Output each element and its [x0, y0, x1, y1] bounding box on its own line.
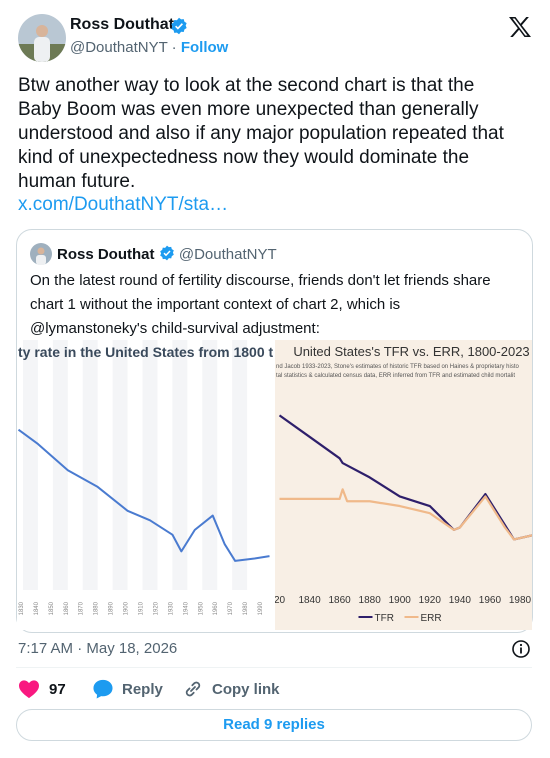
- x-tick-label: 1880: [359, 595, 382, 606]
- quote-text-line: @lymanstoneky's child-survival adjustmen…: [30, 320, 320, 337]
- grid-band: [202, 340, 218, 590]
- link-icon[interactable]: [183, 679, 203, 699]
- verified-badge: [159, 245, 174, 261]
- x-tick-label: 1840: [298, 595, 321, 606]
- reply-icon[interactable]: [92, 679, 114, 699]
- x-tick-label: 1990: [258, 601, 264, 615]
- tweet-text-line: human future.: [18, 171, 136, 192]
- x-tick-label: 1860: [64, 601, 70, 615]
- chart-subtitle: nd Jacob 1933-2023, Stone's estimates of…: [276, 364, 519, 370]
- legend-label: TFR: [375, 613, 394, 624]
- chart-image-1: ty rate in the United States from 1800 t…: [17, 340, 274, 630]
- tweet-text-line: Btw another way to look at the second ch…: [18, 75, 475, 96]
- divider: [16, 667, 532, 668]
- grid-band: [172, 340, 188, 590]
- quote-avatar: [30, 243, 52, 265]
- series-line: [17, 428, 270, 562]
- chart-image-2: United States's TFR vs. ERR, 1800-2023 nd…: [274, 340, 532, 630]
- grid-band: [52, 340, 68, 590]
- avatar[interactable]: [18, 14, 66, 62]
- quote-author-name: Ross Douthat: [57, 246, 155, 263]
- x-tick-label: 1850: [49, 601, 55, 615]
- like-count[interactable]: 97: [49, 681, 66, 698]
- timestamp[interactable]: 7:17 AM · May 18, 2026: [18, 640, 178, 657]
- quote-text-line: chart 1 without the important context of…: [30, 296, 401, 313]
- tweet-text-line: Baby Boom was even more unexpected than …: [18, 99, 479, 120]
- legend-label: ERR: [421, 613, 442, 624]
- x-tick-label: 1940: [183, 601, 189, 615]
- x-tick-label: 1830: [19, 601, 25, 615]
- x-tick-label: 1970: [228, 601, 234, 615]
- x-tick-label: 1980: [509, 595, 532, 606]
- x-tick-label: 1980: [243, 601, 249, 615]
- x-tick-label: 1890: [109, 601, 115, 615]
- author-handle[interactable]: @DouthatNYT: [70, 39, 168, 56]
- quote-text-line: On the latest round of fertility discour…: [30, 272, 491, 289]
- read-replies-button[interactable]: Read 9 replies: [16, 709, 532, 741]
- tweet-link[interactable]: x.com/DouthatNYT/sta…: [18, 194, 229, 215]
- tweet-text: Btw another way to look at the second ch…: [18, 74, 504, 194]
- series-line: [279, 488, 532, 541]
- quote-author-handle: @DouthatNYT: [178, 246, 277, 263]
- x-tick-label: 1910: [139, 601, 145, 615]
- grid-band: [82, 340, 98, 590]
- x-tick-label: 1960: [213, 601, 219, 615]
- x-tick-label: 1900: [124, 601, 130, 615]
- x-tick-label: 1920: [153, 601, 159, 615]
- series-line: [278, 414, 532, 541]
- author-name[interactable]: Ross Douthat: [70, 16, 174, 33]
- x-tick-label: 1860: [329, 595, 352, 606]
- chart-title: United States's TFR vs. ERR, 1800-2023: [293, 344, 529, 359]
- x-tick-label: 1950: [198, 601, 204, 615]
- quote-tweet[interactable]: Ross Douthat @DouthatNYT On the latest r…: [16, 229, 533, 633]
- verified-badge: [171, 17, 187, 35]
- chart-title: ty rate in the United States from 1800 t: [18, 344, 274, 360]
- copy-link-button[interactable]: Copy link: [212, 681, 280, 698]
- grid-band: [112, 340, 128, 590]
- reply-button[interactable]: Reply: [122, 681, 163, 698]
- grid-band: [232, 340, 248, 590]
- x-tick-label: 1900: [389, 595, 412, 606]
- quote-author-line: Ross Douthat @DouthatNYT: [57, 245, 277, 263]
- separator: ·: [171, 39, 177, 56]
- chart-subtitle: tal statistics & calculated census data,…: [276, 373, 515, 379]
- quote-media: ty rate in the United States from 1800 t…: [17, 340, 532, 630]
- x-tick-label: 1920: [419, 595, 442, 606]
- x-tick-label: 1930: [168, 601, 174, 615]
- x-tick-label: 1870: [79, 601, 85, 615]
- grid-band: [142, 340, 158, 590]
- x-tick-label: 1960: [479, 595, 502, 606]
- x-logo[interactable]: [508, 16, 532, 38]
- follow-link[interactable]: Follow: [180, 39, 229, 56]
- tweet-text-line: kind of unexpectedness now they would do…: [18, 147, 470, 168]
- info-icon[interactable]: [511, 639, 531, 659]
- x-tick-label: 1880: [94, 601, 100, 615]
- author-line: @DouthatNYT · Follow: [70, 39, 228, 56]
- x-tick-label: 1940: [449, 595, 472, 606]
- tweet-text-line: understood and also if any major populat…: [18, 123, 504, 144]
- heart-icon[interactable]: [18, 679, 40, 699]
- x-tick-label: 20: [274, 595, 286, 606]
- quote-text: On the latest round of fertility discour…: [30, 269, 491, 341]
- grid-band: [22, 340, 38, 590]
- x-tick-label: 1840: [34, 601, 40, 615]
